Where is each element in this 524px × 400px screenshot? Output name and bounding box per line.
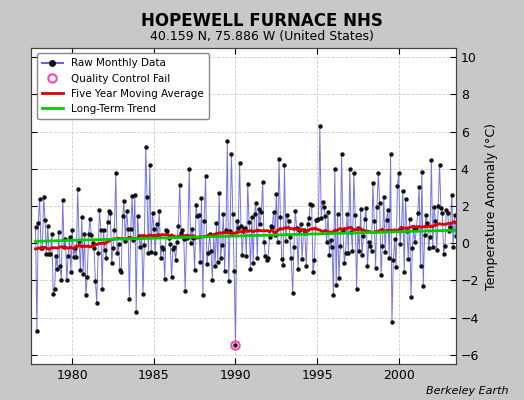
Legend: Raw Monthly Data, Quality Control Fail, Five Year Moving Average, Long-Term Tren: Raw Monthly Data, Quality Control Fail, … [37,53,209,119]
Text: 40.159 N, 75.886 W (United States): 40.159 N, 75.886 W (United States) [150,30,374,43]
Text: HOPEWELL FURNACE NHS: HOPEWELL FURNACE NHS [141,12,383,30]
Text: Berkeley Earth: Berkeley Earth [426,386,508,396]
Y-axis label: Temperature Anomaly (°C): Temperature Anomaly (°C) [485,122,498,290]
